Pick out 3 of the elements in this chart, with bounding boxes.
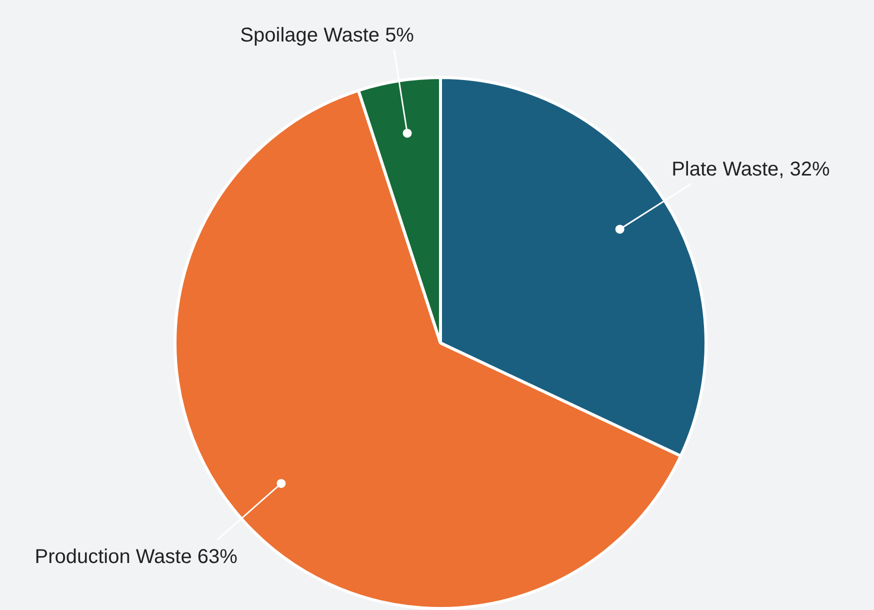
slice-label: Production Waste 63%: [34, 546, 238, 568]
slice-label: Spoilage Waste 5%: [240, 24, 414, 46]
slice-label: Plate Waste, 32%: [672, 158, 830, 181]
